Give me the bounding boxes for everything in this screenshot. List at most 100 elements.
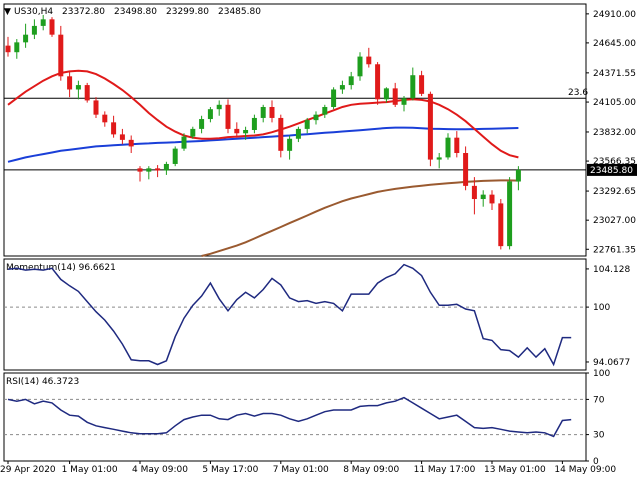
time-tick-label: 7 May 01:00 <box>273 465 329 475</box>
symbol-dropdown-icon[interactable]: ▼ <box>4 7 11 17</box>
candle-body <box>401 98 407 105</box>
candle-body <box>278 117 284 151</box>
candle-body <box>471 185 477 200</box>
main-frame <box>3 3 587 257</box>
candle-body <box>58 34 64 77</box>
candle-body <box>146 168 152 172</box>
candle-body <box>199 119 205 129</box>
time-tick-label: 5 May 17:00 <box>202 465 258 475</box>
osc-tick-label: 0 <box>593 457 599 467</box>
candle-body <box>5 45 11 53</box>
candle-body <box>515 169 521 182</box>
ma-blue-line <box>7 126 519 163</box>
candle-body <box>119 134 125 140</box>
candle-body <box>225 104 231 129</box>
candle-body <box>507 181 513 247</box>
candle-body <box>251 117 257 130</box>
candle-body <box>383 88 389 100</box>
chart-header: ▼ US30,H4 23372.80 23498.80 23299.80 234… <box>4 7 261 17</box>
candle-body <box>243 130 249 134</box>
candle-body <box>75 85 81 90</box>
price-tick-label: 24910.00 <box>593 10 636 20</box>
candle-body <box>366 56 372 65</box>
momentum-14-line <box>7 263 572 367</box>
candle-body <box>14 42 20 53</box>
candle-body <box>137 168 143 172</box>
candle-body <box>49 19 55 35</box>
time-axis: 29 Apr 2020 1 May 01:00 4 May 09:00 5 May 1… <box>0 461 616 475</box>
candle-body <box>40 19 46 26</box>
candle-body <box>313 114 319 121</box>
candle-body <box>111 122 117 135</box>
candle-body <box>331 89 337 107</box>
candle-body <box>128 139 134 147</box>
candle-body <box>190 128 196 137</box>
price-tick-label: 23292.65 <box>593 187 636 197</box>
osc-tick-label: 70 <box>593 395 605 405</box>
rsi-14-line <box>7 396 572 438</box>
last-price-tag <box>587 163 637 176</box>
fibo-level-label: 23.6 <box>568 88 588 98</box>
price-tick-label: 24645.00 <box>593 39 636 49</box>
candle-body <box>419 75 425 94</box>
candle-body <box>163 163 169 171</box>
candle-body <box>234 128 240 134</box>
price-tick-label: 23832.00 <box>593 128 636 138</box>
candle-body <box>269 106 275 118</box>
open-value: 23372.80 <box>62 7 105 17</box>
candle-body <box>427 93 433 160</box>
candle-body <box>392 88 398 105</box>
candle-body <box>207 109 213 120</box>
last-price-label: 23485.80 <box>590 166 633 176</box>
candle-body <box>480 194 486 200</box>
candle-body <box>339 85 345 90</box>
high-value: 23498.80 <box>114 7 157 17</box>
time-tick-label: 1 May 01:00 <box>62 465 118 475</box>
close-value: 23485.80 <box>218 7 261 17</box>
rsi-panel[interactable]: RSI(14) 46.3723 100 70 30 0 <box>4 369 610 467</box>
candle-body <box>181 136 187 149</box>
ma-red-line <box>7 69 519 159</box>
candle-body <box>410 75 416 99</box>
price-tick-label: 23027.00 <box>593 216 636 226</box>
candle-body <box>172 148 178 164</box>
price-tick-label: 24105.00 <box>593 98 636 108</box>
candle-body <box>287 138 293 151</box>
rsi-label: RSI(14) 46.3723 <box>6 377 79 387</box>
candle-body <box>498 203 504 247</box>
candle-body <box>216 104 222 110</box>
candle-body <box>436 157 442 160</box>
price-panel[interactable]: 24910.00 24645.00 24371.55 24105.00 23832.00… <box>4 10 637 257</box>
time-tick-label: 4 May 09:00 <box>132 465 188 475</box>
candle-body <box>31 25 37 35</box>
candle-body <box>260 106 266 118</box>
osc-tick-label: 100 <box>593 369 610 379</box>
candle-body <box>463 153 469 186</box>
price-tick-label: 23566.35 <box>593 157 636 167</box>
candle-body <box>322 106 328 115</box>
low-value: 23299.80 <box>166 7 209 17</box>
candle-body <box>93 100 99 115</box>
candle-body <box>155 168 161 171</box>
candle-body <box>454 137 460 154</box>
time-tick-label: 14 May 09:00 <box>554 465 616 475</box>
price-tick-label: 22761.35 <box>593 245 636 255</box>
candle-body <box>375 64 381 100</box>
osc-tick-label: 104.128 <box>593 265 630 275</box>
osc-tick-label: 94.0677 <box>593 358 630 368</box>
candle-body <box>84 85 90 101</box>
momentum-panel[interactable]: Momentum(14) 96.6621 104.128 100 94.0677 <box>4 263 630 368</box>
osc-tick-label: 100 <box>593 303 610 313</box>
candle-body <box>445 137 451 158</box>
candle-body <box>304 120 310 129</box>
mom-frame <box>3 258 587 371</box>
rsi-frame <box>3 372 587 462</box>
candle-body <box>67 76 73 90</box>
candle-body <box>357 56 363 77</box>
candle-body <box>295 128 301 139</box>
candle-body <box>489 194 495 204</box>
time-tick-label: 11 May 17:00 <box>414 465 476 475</box>
panel-frames <box>3 3 587 462</box>
